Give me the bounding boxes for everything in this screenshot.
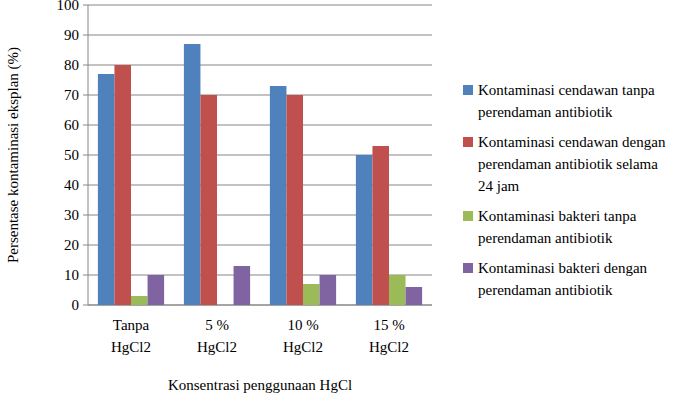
tick-mark bbox=[83, 215, 88, 216]
tick-label: 50 bbox=[64, 147, 79, 163]
tick-mark bbox=[83, 95, 88, 96]
tick-mark bbox=[83, 125, 88, 126]
bar bbox=[320, 275, 337, 305]
tick-mark bbox=[83, 305, 88, 306]
tick-label: 10 bbox=[64, 267, 79, 283]
bar bbox=[184, 44, 201, 305]
tick-label: 60 bbox=[64, 117, 79, 133]
tick-mark bbox=[83, 275, 88, 276]
grid-line bbox=[88, 65, 432, 66]
chart: 0 10 20 30 40 50 60 70 80 90 100 TanpaHgCl2 5 %HgCl2… bbox=[0, 0, 678, 398]
grid-line bbox=[88, 5, 432, 6]
bar bbox=[200, 95, 217, 305]
grid-line bbox=[88, 95, 432, 96]
legend-label: Kontaminasi cendawan denganperendaman an… bbox=[478, 134, 666, 194]
bar bbox=[389, 275, 406, 305]
tick-mark bbox=[83, 5, 88, 6]
grid-line bbox=[88, 35, 432, 36]
tick-mark bbox=[83, 65, 88, 66]
category-label: TanpaHgCl2 bbox=[111, 317, 151, 355]
bar bbox=[372, 146, 389, 305]
legend-swatch bbox=[463, 137, 473, 147]
legend-label: Kontaminasi cendawan tanpaperendaman ant… bbox=[478, 82, 655, 120]
legend-swatch bbox=[463, 211, 473, 221]
category-label: 15 %HgCl2 bbox=[369, 317, 409, 355]
tick-mark bbox=[83, 245, 88, 246]
bar bbox=[98, 74, 115, 305]
bar bbox=[131, 296, 148, 305]
tick-mark bbox=[83, 185, 88, 186]
tick-mark bbox=[83, 35, 88, 36]
tick-mark bbox=[83, 155, 88, 156]
legend-label: Kontaminasi bakteri denganperendaman ant… bbox=[478, 260, 648, 298]
tick-label: 80 bbox=[64, 57, 79, 73]
tick-label: 0 bbox=[72, 297, 80, 313]
tick-label: 100 bbox=[57, 0, 80, 13]
bar bbox=[148, 275, 165, 305]
bar bbox=[114, 65, 131, 305]
bar bbox=[356, 155, 373, 305]
bar bbox=[303, 284, 320, 305]
legend-label: Kontaminasi bakteri tanpaperendaman anti… bbox=[478, 208, 637, 246]
category-label: 5 %HgCl2 bbox=[197, 317, 237, 355]
axis-title: Konsentrasi penggunaan HgCl bbox=[168, 377, 352, 393]
axis-title: Persentase kontaminasi eksplan (%) bbox=[5, 47, 22, 263]
bar bbox=[406, 287, 423, 305]
bars bbox=[98, 44, 422, 305]
tick-label: 30 bbox=[64, 207, 79, 223]
tick-label: 90 bbox=[64, 27, 79, 43]
bar bbox=[217, 305, 234, 306]
category-label: 10 %HgCl2 bbox=[283, 317, 323, 355]
y-axis bbox=[88, 5, 89, 305]
tick-label: 40 bbox=[64, 177, 79, 193]
bar bbox=[270, 86, 287, 305]
legend-swatch bbox=[463, 263, 473, 273]
tick-label: 70 bbox=[64, 87, 79, 103]
bar bbox=[286, 95, 303, 305]
bar bbox=[234, 266, 251, 305]
tick-label: 20 bbox=[64, 237, 79, 253]
legend-swatch bbox=[463, 85, 473, 95]
grid-line bbox=[88, 125, 432, 126]
